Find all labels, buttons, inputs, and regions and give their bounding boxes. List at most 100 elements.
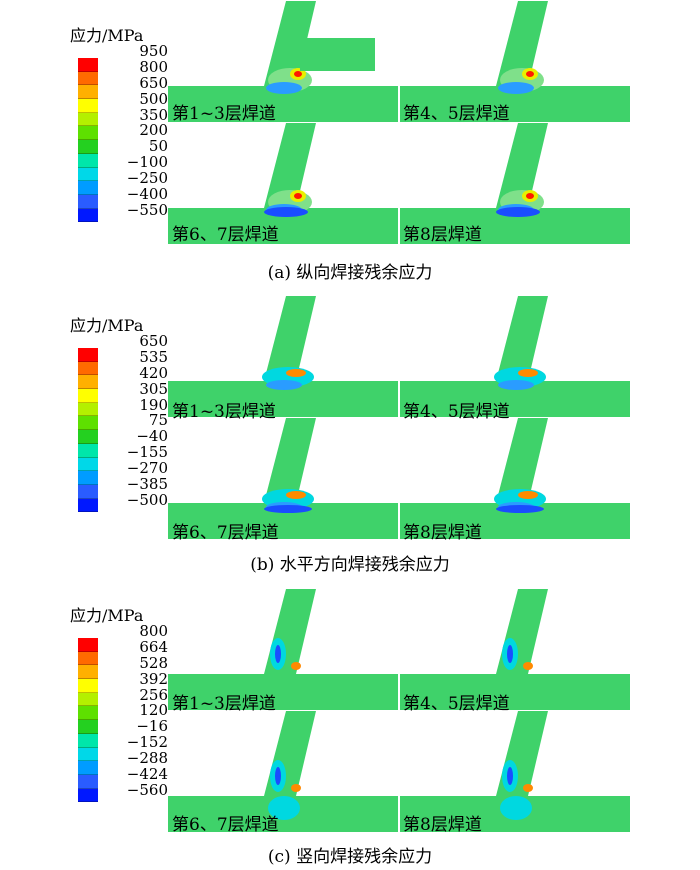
legend-swatch	[78, 484, 98, 499]
layer-label: 第6、7层焊道	[172, 225, 279, 245]
legend-tick: 420	[139, 363, 168, 382]
legend-tick: −500	[126, 490, 168, 509]
weld-contour-plot	[168, 123, 398, 244]
layer-label: 第6、7层焊道	[172, 815, 279, 835]
legend-tick: 500	[139, 89, 168, 108]
layer-label: 第4、5层焊道	[403, 694, 510, 714]
legend-title: 应力/MPa	[70, 606, 144, 625]
legend-swatch	[78, 126, 98, 141]
weld-contour-plot	[168, 296, 398, 417]
legend-swatch	[78, 665, 98, 680]
legend-tick: −16	[136, 717, 168, 736]
legend-tick: −560	[126, 780, 168, 799]
layer-label: 第4、5层焊道	[403, 402, 510, 422]
legend-swatch	[78, 471, 98, 485]
legend-swatch	[78, 348, 98, 362]
legend-tick: 950	[139, 42, 168, 60]
legend-swatch	[78, 747, 98, 762]
legend-tick: −288	[126, 749, 168, 768]
legend-tick: −40	[136, 427, 168, 446]
panel-longitudinal: 应力/MPa 950 800 650 500 350 200 50 −100 −…	[0, 0, 700, 290]
figure-caption: (c) 竖向焊接残余应力	[267, 847, 433, 867]
weld-contour-plot	[168, 418, 398, 539]
legend-tick: 75	[148, 411, 168, 430]
legend-swatch	[78, 430, 98, 444]
layer-label: 第1~3层焊道	[172, 694, 276, 714]
legend-swatch	[78, 457, 98, 472]
legend-tick: −100	[126, 153, 168, 172]
legend-title: 应力/MPa	[70, 316, 144, 335]
legend-swatch	[78, 706, 98, 721]
weld-contour-plot	[168, 711, 398, 832]
legend-tick: −550	[126, 200, 168, 219]
legend-swatch	[78, 153, 98, 168]
legend-swatch	[78, 761, 98, 775]
legend-tick: 120	[139, 701, 168, 720]
layer-label: 第8层焊道	[403, 225, 482, 245]
contour-plots	[168, 589, 630, 832]
legend-tick: −155	[126, 443, 168, 462]
legend-swatch	[78, 181, 98, 195]
legend-tick: 256	[139, 685, 168, 704]
legend-tick: 190	[139, 395, 168, 414]
weld-contour-plot	[400, 711, 630, 832]
legend-tick: 528	[139, 653, 168, 672]
legend-tick: 650	[139, 73, 168, 92]
legend-title: 应力/MPa	[70, 26, 144, 45]
legend-tick: 664	[139, 637, 168, 656]
legend-swatch	[78, 416, 98, 431]
legend-tick: 305	[139, 379, 168, 398]
legend-swatch	[78, 679, 98, 693]
contour-plots	[168, 1, 630, 244]
legend-tick: −385	[126, 475, 168, 494]
legend-swatch	[78, 443, 98, 458]
legend-color-bar	[78, 638, 98, 803]
weld-contour-plot	[400, 1, 630, 122]
weld-contour-plot	[168, 1, 398, 122]
figure-caption: (b) 水平方向焊接残余应力	[250, 555, 450, 575]
legend-swatch	[78, 375, 98, 390]
weld-contour-plot	[168, 589, 398, 710]
legend-tick: 650	[139, 332, 168, 350]
weld-contour-plot	[400, 296, 630, 417]
legend-swatch	[78, 85, 98, 100]
legend-tick: 50	[148, 137, 168, 156]
layer-label: 第1~3层焊道	[172, 104, 276, 124]
legend-swatch	[78, 389, 98, 403]
legend-swatch	[78, 208, 98, 223]
legend-tick-labels: 650 535 420 305 190 75 −40 −155 −270 −38…	[104, 332, 168, 509]
legend-tick: 535	[139, 347, 168, 366]
legend-swatch	[78, 140, 98, 154]
weld-contour-plot	[400, 589, 630, 710]
legend-swatch	[78, 692, 98, 707]
legend-swatch	[78, 774, 98, 789]
legend-swatch	[78, 638, 98, 652]
legend-tick: 800	[139, 622, 168, 640]
legend-color-bar	[78, 348, 98, 513]
legend-tick: 392	[139, 669, 168, 688]
panel-horizontal: 应力/MPa 650 535 420 305 190 75 −40 −155 −…	[0, 290, 700, 580]
legend-swatch	[78, 733, 98, 748]
legend-swatch	[78, 71, 98, 86]
weld-contour-plot	[400, 123, 630, 244]
legend-tick: 350	[139, 105, 168, 124]
legend-swatch	[78, 167, 98, 182]
legend-tick: −250	[126, 169, 168, 188]
legend-color-bar	[78, 58, 98, 223]
legend-tick: 800	[139, 57, 168, 76]
legend-tick: −400	[126, 185, 168, 204]
weld-contour-plot	[400, 418, 630, 539]
legend-tick: 200	[139, 121, 168, 140]
legend-tick-labels: 950 800 650 500 350 200 50 −100 −250 −40…	[104, 42, 168, 219]
legend-tick: −152	[126, 733, 168, 752]
panel-vertical: 应力/MPa 800 664 528 392 256 120 −16 −152 …	[0, 580, 700, 870]
legend-tick: −270	[126, 459, 168, 478]
legend-swatch	[78, 720, 98, 734]
layer-label: 第8层焊道	[403, 815, 482, 835]
legend-tick-labels: 800 664 528 392 256 120 −16 −152 −288 −4…	[104, 622, 168, 799]
legend-swatch	[78, 651, 98, 666]
legend-swatch	[78, 58, 98, 72]
figure-caption: (a) 纵向焊接残余应力	[267, 263, 433, 283]
legend-swatch	[78, 194, 98, 209]
contour-plots	[168, 296, 630, 539]
